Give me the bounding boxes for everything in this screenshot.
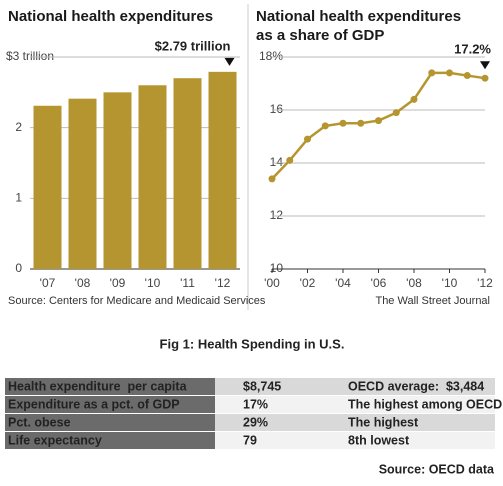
point bbox=[375, 117, 382, 125]
point bbox=[428, 69, 436, 77]
x-tick-label: '06 bbox=[371, 276, 387, 290]
table-cell: Health expenditure per capita bbox=[8, 379, 188, 393]
source: Source: Centers for Medicare and Medicai… bbox=[8, 295, 266, 307]
table-cell: Expenditure as a pct. of GDP bbox=[8, 397, 180, 411]
bar bbox=[138, 85, 167, 270]
row-bg bbox=[215, 378, 495, 395]
x-tick-label: '10 bbox=[145, 276, 161, 290]
header-cell-bg bbox=[5, 378, 215, 395]
x-tick-label: '09 bbox=[110, 276, 126, 290]
table-cell: The highest bbox=[348, 415, 419, 429]
point bbox=[268, 175, 276, 183]
table-cell: Pct. obese bbox=[8, 415, 71, 429]
value-label: 17.2% bbox=[454, 42, 491, 57]
point bbox=[410, 95, 418, 103]
pointer bbox=[224, 57, 235, 66]
value-label: $2.79 trillion bbox=[155, 38, 231, 53]
bar bbox=[208, 71, 237, 269]
table-cell: 79 bbox=[243, 433, 257, 447]
header-cell-bg bbox=[5, 432, 215, 449]
point bbox=[304, 135, 311, 143]
table-source: Source: OECD data bbox=[379, 462, 495, 476]
x-tick-label: '10 bbox=[442, 276, 458, 290]
source: The Wall Street Journal bbox=[375, 295, 490, 307]
table-cell: OECD average: $3,484 bbox=[348, 379, 484, 393]
y-tick-label: $3 trillion bbox=[6, 49, 54, 63]
point bbox=[446, 69, 453, 77]
bar bbox=[173, 78, 202, 269]
x-tick-label: '00 bbox=[264, 276, 280, 290]
table-cell: The highest among OECD bbox=[348, 397, 502, 411]
caption: Fig 1: Health Spending in U.S. bbox=[160, 336, 345, 351]
point bbox=[481, 74, 489, 82]
x-tick-label: '02 bbox=[300, 276, 316, 290]
pointer bbox=[480, 61, 490, 70]
table-cell: $8,745 bbox=[243, 379, 281, 393]
y-tick-label: 12 bbox=[270, 208, 284, 222]
point bbox=[339, 119, 347, 127]
x-tick-label: '11 bbox=[180, 276, 195, 290]
x-tick-label: '07 bbox=[40, 276, 56, 290]
point bbox=[357, 119, 365, 127]
x-tick-label: '08 bbox=[75, 276, 91, 290]
x-tick-label: '12 bbox=[477, 276, 493, 290]
y-tick-label: 0 bbox=[15, 261, 22, 275]
x-tick-label: '12 bbox=[215, 276, 231, 290]
row-bg bbox=[215, 414, 495, 431]
table-cell: Life expectancy bbox=[8, 433, 102, 447]
y-tick-label: 2 bbox=[15, 120, 22, 134]
table-cell: 17% bbox=[243, 397, 268, 411]
table-cell: 8th lowest bbox=[348, 433, 410, 447]
header-cell-bg bbox=[5, 396, 215, 413]
point bbox=[321, 122, 329, 130]
bar bbox=[103, 92, 132, 269]
table-cell: 29% bbox=[243, 415, 268, 429]
row-bg bbox=[215, 396, 495, 413]
y-tick-label: 18% bbox=[259, 49, 283, 63]
header-cell-bg bbox=[5, 414, 215, 431]
chart-title: as a share of GDP bbox=[256, 27, 384, 44]
bar bbox=[33, 105, 62, 269]
x-tick-label: '08 bbox=[406, 276, 422, 290]
row-bg bbox=[215, 432, 495, 449]
y-tick-label: 14 bbox=[270, 155, 284, 169]
point bbox=[392, 109, 400, 117]
chart-title: National health expenditures bbox=[256, 8, 461, 25]
chart-title: National health expenditures bbox=[8, 8, 213, 25]
y-tick-label: 1 bbox=[15, 191, 22, 205]
y-tick-label: 16 bbox=[270, 102, 284, 116]
point bbox=[463, 72, 471, 80]
point bbox=[286, 156, 294, 164]
y-tick-label: 10 bbox=[270, 261, 284, 275]
bar bbox=[68, 98, 97, 270]
x-tick-label: '04 bbox=[335, 276, 351, 290]
